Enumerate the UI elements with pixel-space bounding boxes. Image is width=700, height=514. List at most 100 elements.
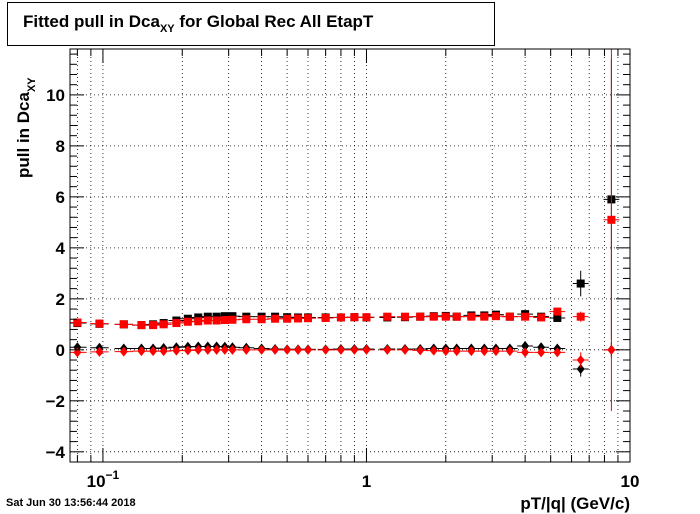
data-point-square [576,312,585,321]
data-point-square [172,319,181,328]
y-axis-label: pull in DcaXY [14,77,38,178]
data-point-square [242,315,251,324]
data-point-diamond [537,347,546,358]
data-point-diamond [194,344,203,355]
data-point-diamond [576,363,585,374]
data-point-square [576,279,585,288]
data-point-diamond [336,344,345,355]
x-tick-label: 10−1 [87,468,120,491]
data-point-diamond [303,344,312,355]
data-point-square [467,312,476,321]
y-tick-label: −2 [46,392,65,411]
title-box: Fitted pull in DcaXY for Global Rec All … [7,2,495,46]
data-point-square [537,313,546,322]
data-point-diamond [183,345,192,356]
data-point-square [271,314,280,323]
data-point-square [400,312,409,321]
data-point-square [416,312,425,321]
y-tick-label: 4 [56,239,66,258]
y-tick-label: 0 [56,341,65,360]
x-axis-label: pT/|q| (GeV/c) [520,494,630,513]
data-point-diamond [467,346,476,357]
y-tick-label: 8 [56,137,65,156]
data-point-diamond [491,346,500,357]
data-point-square [491,312,500,321]
data-point-diamond [321,344,330,355]
x-tick-label-base: 10 [621,472,640,491]
x-tick-label-exponent: −1 [106,468,120,482]
data-point-diamond [521,341,530,352]
data-point-diamond [362,344,371,355]
y-axis-label-main: pull in Dca [14,92,33,179]
data-point-diamond [242,344,251,355]
data-point-square [212,316,221,325]
data-point-diamond [400,344,409,355]
data-point-square [553,313,562,322]
data-point-square [429,312,438,321]
y-tick-label: 6 [56,188,65,207]
data-point-square [183,317,192,326]
data-point-square [553,307,562,316]
x-tick-label: 1 [362,472,371,491]
data-point-diamond [283,344,292,355]
data-point-square [119,320,128,329]
y-axis-label-sub: XY [26,77,38,92]
data-point-square [505,312,514,321]
data-point-square [383,312,392,321]
data-point-square [607,215,616,224]
data-point-diamond [480,346,489,357]
data-point-diamond [212,344,221,355]
data-point-square [137,321,146,330]
data-point-diamond [149,346,158,357]
data-point-square [283,314,292,323]
data-point-diamond [257,344,266,355]
data-point-square [362,313,371,322]
y-tick-label: 10 [46,86,65,105]
data-point-diamond [383,344,392,355]
data-point-diamond [203,344,212,355]
data-point-square [480,312,489,321]
data-point-diamond [607,344,616,355]
x-tick-label-base: 10 [87,472,106,491]
data-point-diamond [350,344,359,355]
data-point-diamond [228,344,237,355]
ticks [70,49,631,463]
data-point-diamond [429,345,438,356]
data-point-diamond [137,346,146,357]
x-tick-label: 10 [621,472,640,491]
data-point-square [73,318,82,327]
data-point-square [294,314,303,323]
x-tick-label-base: 1 [362,472,371,491]
data-point-square [452,312,461,321]
y-tick-label: 2 [56,290,65,309]
data-point-square [228,315,237,324]
data-point-diamond [505,346,514,357]
y-tick-label: −4 [46,443,66,462]
data-point-square [203,316,212,325]
data-point-square [303,314,312,323]
plot-frame [69,48,631,463]
series-1 [70,49,620,412]
data-point-square [336,313,345,322]
series-layer [70,49,620,412]
data-point-diamond [553,347,562,358]
series-3 [70,342,620,368]
data-point-diamond [172,345,181,356]
data-point-square [95,319,104,328]
data-point-square [257,315,266,324]
chart-title: Fitted pull in DcaXY for Global Rec All … [23,12,374,35]
timestamp: Sat Jun 30 13:56:44 2018 [6,497,136,509]
data-point-diamond [537,342,546,353]
data-point-diamond [159,346,168,357]
data-point-diamond [416,345,425,356]
data-point-diamond [95,346,104,357]
data-point-diamond [294,344,303,355]
data-point-diamond [521,347,530,358]
data-point-square [321,313,330,322]
series-2 [70,341,620,377]
data-point-square [441,312,450,321]
grid [70,49,631,462]
data-point-diamond [441,346,450,357]
data-point-diamond [271,344,280,355]
